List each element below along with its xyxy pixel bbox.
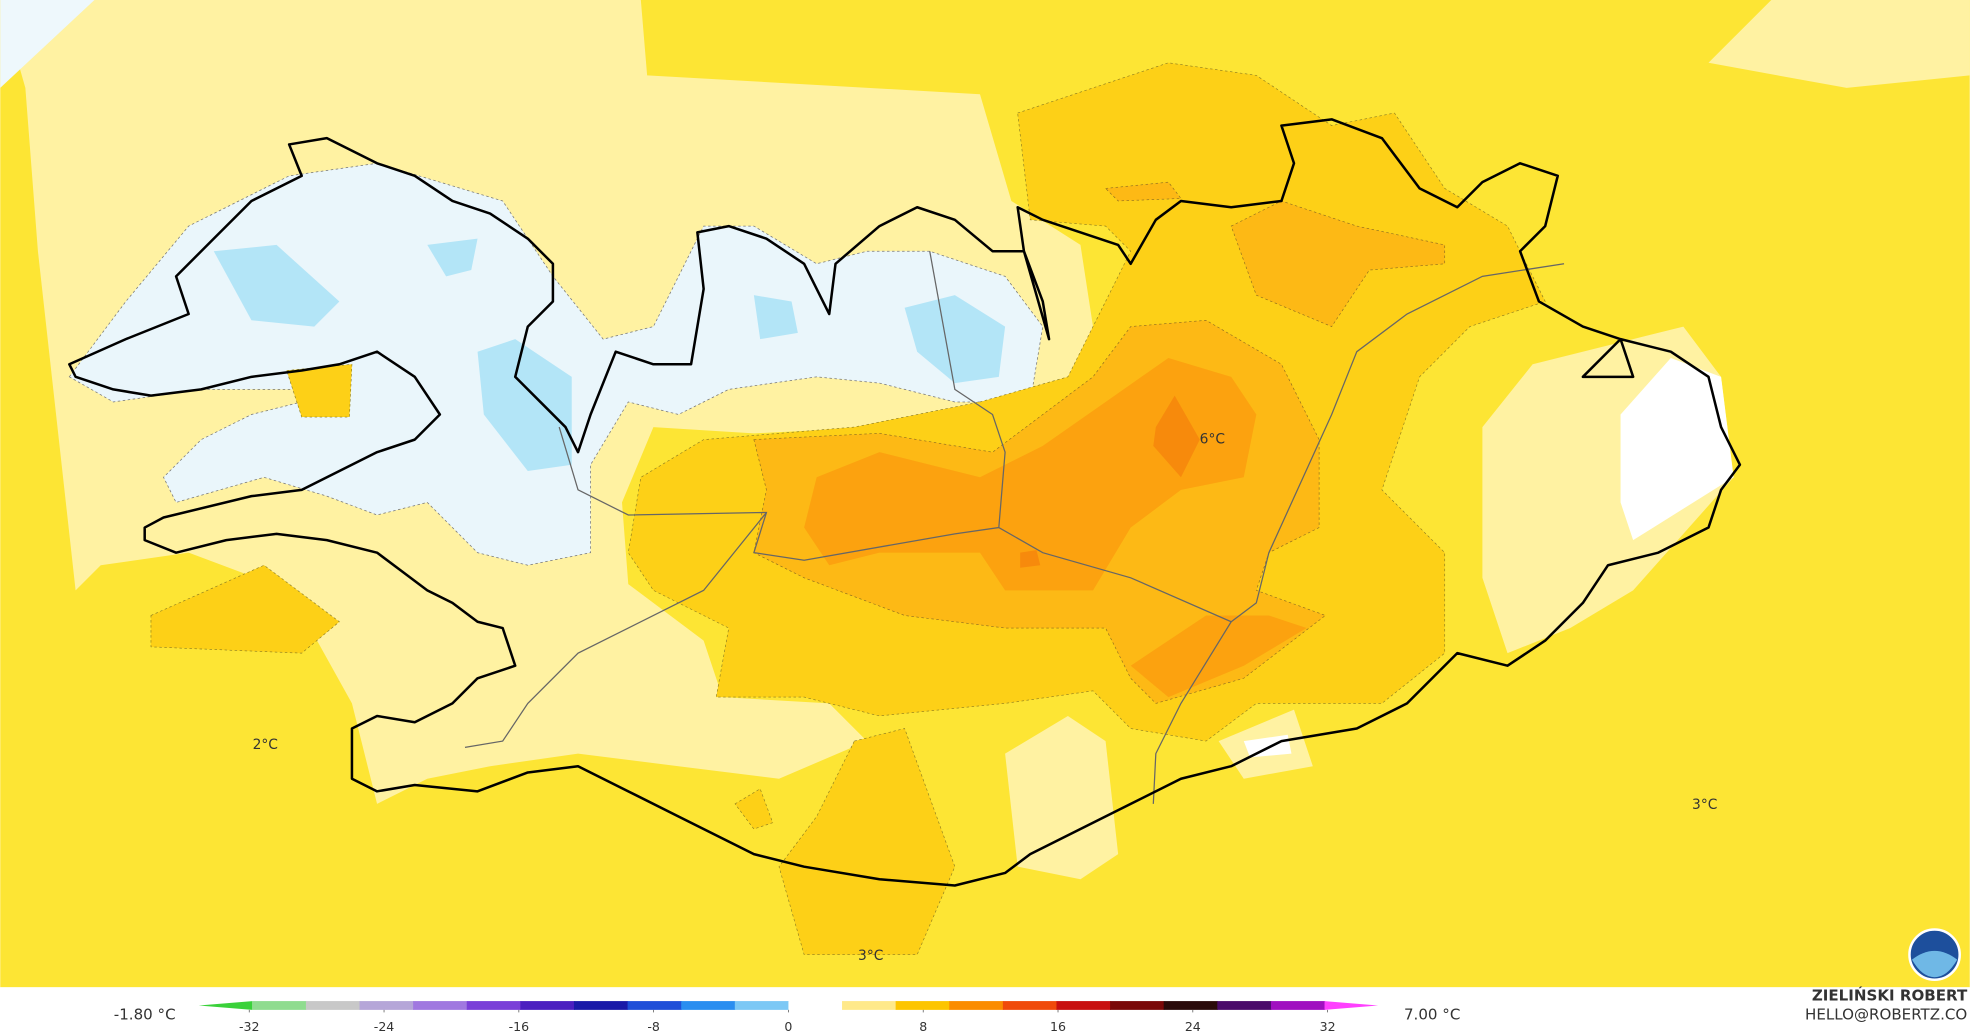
colorbar-swatch xyxy=(1324,1001,1379,1010)
colorbar-tick-label: -24 xyxy=(374,1019,395,1034)
noaa-logo xyxy=(1908,928,1961,981)
colorbar-tick-label: 8 xyxy=(919,1019,927,1034)
colorbar-tick-label: 24 xyxy=(1185,1019,1201,1034)
cool-zone xyxy=(1243,734,1292,758)
temperature-field xyxy=(0,0,1970,988)
colorbar-swatch xyxy=(842,1001,897,1010)
colorbar-swatch xyxy=(1217,1001,1272,1010)
map-label: 3°C xyxy=(1692,797,1717,813)
colorbar-swatch xyxy=(359,1001,414,1010)
colorbar-tick-label: 0 xyxy=(784,1019,792,1034)
legend-max: 7.00 °C xyxy=(1404,1005,1460,1023)
colorbar-swatch xyxy=(198,1001,253,1010)
colorbar-swatch xyxy=(1163,1001,1218,1010)
map-label: 6°C xyxy=(1200,432,1225,448)
cool-zone xyxy=(1620,357,1734,541)
cold-spots xyxy=(213,238,1006,472)
colorbar-swatch xyxy=(520,1001,575,1010)
colorbar-swatch xyxy=(734,1001,790,1010)
peak-zone xyxy=(1020,395,1200,568)
legend-band xyxy=(0,987,1970,1035)
road xyxy=(998,263,1565,623)
colorbar-swatch xyxy=(252,1001,307,1010)
credit-email: HELLO@ROBERTZ.CO xyxy=(1805,1005,1967,1023)
road xyxy=(1152,621,1232,804)
colorbar-tick-label: -8 xyxy=(647,1019,660,1034)
colorbar-swatch xyxy=(466,1001,521,1010)
colorbar-tick-label: -32 xyxy=(239,1019,260,1034)
colorbar-tick-label: 32 xyxy=(1320,1019,1336,1034)
colorbar-tick-label: -16 xyxy=(509,1019,530,1034)
coastline xyxy=(68,118,1742,887)
credit-name: ZIELIŃSKI ROBERT xyxy=(1812,986,1968,1005)
map-label: 2°C xyxy=(253,737,278,753)
colorbar-swatch xyxy=(627,1001,682,1010)
colorbar-swatch xyxy=(573,1001,629,1010)
cool-zone xyxy=(68,162,1044,566)
colorbar-swatch xyxy=(413,1001,468,1010)
legend-min: -1.80 °C xyxy=(114,1005,176,1023)
roads xyxy=(464,251,1565,804)
pale-zone xyxy=(1005,715,1119,880)
hot-zone xyxy=(804,357,1307,698)
pale-zone xyxy=(1708,0,1970,88)
colorbar-swatch xyxy=(949,1001,1004,1010)
colorbar-tick-label: 16 xyxy=(1050,1019,1066,1034)
colorbar-swatch xyxy=(1270,1001,1326,1010)
road xyxy=(558,251,1006,561)
colorbar-swatch xyxy=(305,1001,361,1010)
road xyxy=(464,512,767,748)
colorbar-swatch xyxy=(1110,1001,1165,1010)
colorbar-swatch xyxy=(1056,1001,1111,1010)
colorbar-swatch xyxy=(895,1001,950,1010)
colorbar-swatch xyxy=(681,1001,736,1010)
colorbar: -32 -24 -16 -8 0 8 16 24 32 xyxy=(198,1001,1379,1034)
colorbar-swatch xyxy=(788,1001,843,1010)
colorbar-swatch xyxy=(1002,1001,1058,1010)
map-label: 3°C xyxy=(858,948,883,964)
